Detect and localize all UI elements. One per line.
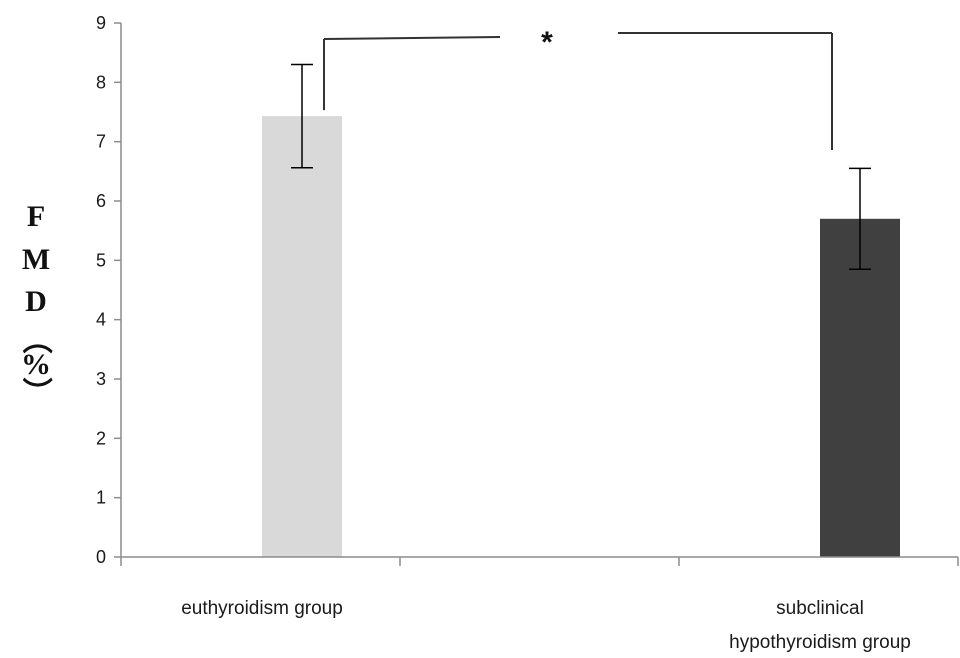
x-category-label: hypothyroidism group	[729, 632, 911, 653]
bracket-left-arm	[323, 36, 501, 40]
x-axis-labels: euthyroidism group subclinical hypothyroid…	[181, 598, 911, 653]
x-category-label: euthyroidism group	[181, 598, 343, 619]
y-tick-label: 1	[96, 488, 106, 508]
y-tick-label: 4	[96, 310, 106, 330]
y-axis-label: FMD （%）	[19, 200, 53, 407]
bar	[820, 218, 900, 558]
y-axis-label-char: （	[19, 324, 53, 354]
y-axis-label-char: %	[21, 348, 51, 381]
y-tick-label: 7	[96, 132, 106, 152]
y-tick-label: 0	[96, 547, 106, 567]
y-axis-label-char: M	[22, 243, 50, 276]
y-tick-label: 2	[96, 428, 106, 448]
axes	[120, 23, 959, 566]
y-tick-label: 6	[96, 191, 106, 211]
bar	[262, 116, 342, 558]
y-tick-label: 3	[96, 369, 106, 389]
x-category-label: subclinical	[776, 598, 864, 619]
significance-bracket: *	[323, 26, 833, 150]
error-bars	[291, 63, 871, 270]
y-axis-label-char: D	[25, 285, 47, 318]
significance-label: *	[541, 26, 553, 59]
bars	[262, 116, 900, 558]
y-axis-label-char: F	[27, 200, 45, 233]
y-axis-label-char: ）	[19, 377, 53, 407]
y-axis-ticks: 0 1 2 3 4 5 6 7 8 9	[96, 13, 121, 567]
y-tick-label: 8	[96, 72, 106, 92]
y-tick-label: 5	[96, 250, 106, 270]
y-tick-label: 9	[96, 13, 106, 33]
